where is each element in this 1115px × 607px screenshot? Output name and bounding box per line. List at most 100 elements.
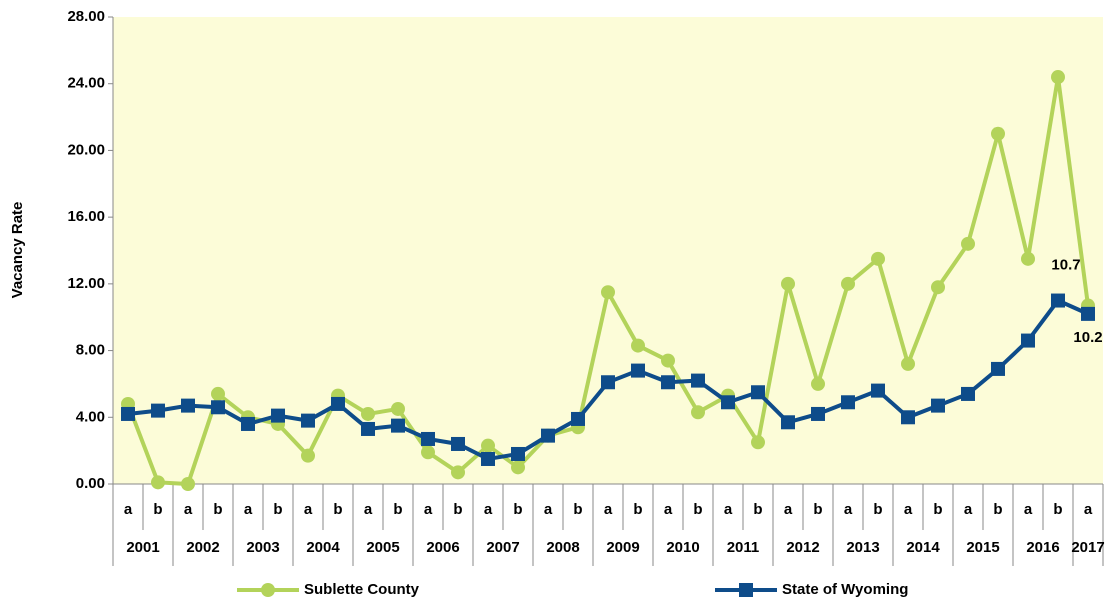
marker — [181, 398, 195, 413]
marker — [1021, 251, 1035, 266]
y-tick-label: 4.00 — [76, 408, 105, 425]
x-group-label: 2010 — [666, 539, 699, 556]
x-tick-label: b — [153, 501, 162, 518]
marker — [931, 280, 945, 295]
marker — [361, 406, 375, 421]
x-group-label: 2006 — [426, 539, 459, 556]
marker — [661, 353, 675, 368]
marker — [841, 276, 855, 291]
marker — [631, 363, 645, 378]
x-tick-label: b — [753, 501, 762, 518]
x-tick-label: a — [244, 501, 253, 518]
x-tick-label: a — [604, 501, 613, 518]
marker — [511, 460, 525, 475]
x-tick-label: a — [664, 501, 673, 518]
marker — [691, 405, 705, 420]
marker — [421, 445, 435, 460]
marker — [901, 410, 915, 425]
x-tick-label: b — [273, 501, 282, 518]
marker — [721, 395, 735, 410]
x-tick-label: b — [633, 501, 642, 518]
marker — [871, 251, 885, 266]
x-tick-label: b — [393, 501, 402, 518]
x-group-label: 2016 — [1026, 539, 1059, 556]
marker — [301, 448, 315, 463]
legend-label: Sublette County — [304, 581, 420, 598]
y-axis-title: Vacancy Rate — [9, 202, 26, 299]
marker — [451, 436, 465, 451]
x-tick-label: a — [1024, 501, 1033, 518]
marker — [541, 428, 555, 443]
marker — [811, 406, 825, 421]
x-tick-label: b — [213, 501, 222, 518]
data-label: 10.2 — [1073, 329, 1102, 346]
x-tick-label: a — [844, 501, 853, 518]
x-tick-label: a — [424, 501, 433, 518]
marker — [481, 438, 495, 453]
x-tick-label: b — [333, 501, 342, 518]
x-group-label: 2002 — [186, 539, 219, 556]
x-group-label: 2007 — [486, 539, 519, 556]
legend-marker — [261, 583, 275, 597]
marker — [901, 356, 915, 371]
legend-label: State of Wyoming — [782, 581, 908, 598]
marker — [1081, 306, 1095, 321]
x-group-label: 2004 — [306, 539, 340, 556]
x-tick-label: a — [964, 501, 973, 518]
x-tick-label: b — [933, 501, 942, 518]
plot-area — [113, 17, 1103, 484]
y-tick-label: 16.00 — [67, 208, 105, 225]
x-tick-label: a — [484, 501, 493, 518]
marker — [331, 396, 345, 411]
marker — [571, 411, 585, 426]
marker — [661, 375, 675, 390]
marker — [631, 338, 645, 353]
x-tick-label: a — [1084, 501, 1093, 518]
x-group-label: 2003 — [246, 539, 279, 556]
x-group-label: 2011 — [727, 539, 760, 556]
x-tick-label: a — [544, 501, 553, 518]
marker — [121, 406, 135, 421]
marker — [991, 361, 1005, 376]
y-tick-label: 20.00 — [67, 141, 105, 158]
marker — [181, 477, 195, 491]
x-tick-label: a — [904, 501, 913, 518]
data-label: 10.7 — [1051, 257, 1080, 274]
marker — [871, 383, 885, 398]
y-tick-label: 12.00 — [67, 275, 105, 292]
x-tick-label: a — [304, 501, 313, 518]
x-tick-label: a — [784, 501, 793, 518]
marker — [151, 475, 165, 490]
x-group-label: 2008 — [546, 539, 579, 556]
marker — [211, 386, 225, 401]
marker — [241, 416, 255, 431]
x-tick-label: a — [724, 501, 733, 518]
x-tick-label: b — [453, 501, 462, 518]
x-tick-label: b — [873, 501, 882, 518]
marker — [601, 375, 615, 390]
x-group-label: 2009 — [606, 539, 639, 556]
x-group-label: 2014 — [906, 539, 940, 556]
marker — [1021, 333, 1035, 348]
x-group-label: 2001 — [126, 539, 159, 556]
marker — [301, 413, 315, 428]
y-tick-label: 28.00 — [67, 8, 105, 25]
marker — [511, 446, 525, 461]
x-tick-label: b — [1053, 501, 1062, 518]
x-tick-label: b — [693, 501, 702, 518]
marker — [991, 126, 1005, 141]
marker — [961, 236, 975, 251]
marker — [1051, 70, 1065, 85]
marker — [211, 400, 225, 415]
marker — [751, 435, 765, 450]
x-tick-label: b — [813, 501, 822, 518]
y-tick-label: 24.00 — [67, 75, 105, 92]
marker — [481, 451, 495, 466]
marker — [811, 376, 825, 391]
legend-marker — [739, 583, 753, 597]
x-group-label: 2012 — [786, 539, 819, 556]
marker — [271, 408, 285, 423]
y-tick-label: 0.00 — [76, 475, 105, 492]
x-tick-label: a — [184, 501, 193, 518]
